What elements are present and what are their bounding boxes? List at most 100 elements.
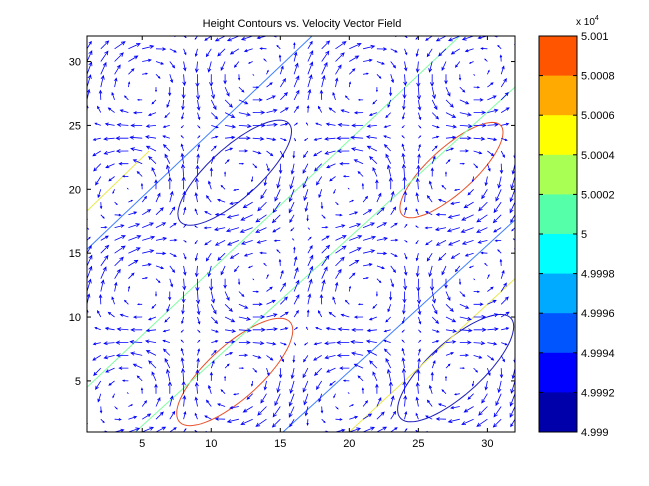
velocity-arrow: [209, 371, 213, 381]
velocity-arrow: [246, 189, 253, 196]
velocity-arrow: [290, 163, 295, 175]
velocity-arrow: [321, 61, 328, 75]
velocity-arrow: [366, 145, 378, 152]
velocity-arrow: [431, 112, 440, 120]
velocity-arrow: [195, 74, 200, 88]
velocity-arrow: [194, 381, 199, 394]
velocity-arrow: [340, 313, 350, 318]
x-tick-label: 20: [343, 438, 355, 450]
velocity-arrow: [342, 175, 350, 178]
velocity-arrow: [233, 188, 239, 191]
velocity-arrow: [376, 47, 388, 51]
velocity-arrow: [121, 379, 129, 382]
velocity-arrow: [487, 299, 497, 305]
velocity-arrow: [353, 111, 364, 115]
velocity-arrow: [162, 339, 170, 343]
velocity-arrow: [266, 367, 270, 377]
velocity-arrow: [266, 355, 274, 361]
velocity-arrow: [476, 214, 488, 223]
velocity-arrow: [463, 201, 474, 209]
velocity-arrow: [357, 303, 364, 306]
velocity-arrow: [280, 107, 289, 113]
velocity-arrow: [181, 87, 186, 100]
velocity-arrow: [307, 244, 313, 254]
velocity-arrow: [162, 135, 170, 139]
velocity-arrow: [304, 137, 309, 141]
velocity-arrow: [225, 340, 236, 344]
velocity-arrow: [114, 245, 126, 254]
velocity-arrow: [335, 235, 347, 241]
velocity-arrow: [404, 411, 408, 420]
velocity-arrow: [145, 328, 157, 333]
velocity-arrow: [181, 112, 184, 120]
velocity-arrow: [376, 192, 382, 203]
velocity-arrow: [313, 137, 322, 141]
velocity-arrow: [181, 176, 186, 190]
velocity-arrow: [339, 366, 350, 370]
velocity-arrow: [211, 145, 217, 152]
velocity-arrow: [401, 347, 405, 356]
velocity-arrow: [93, 163, 102, 172]
velocity-arrow: [459, 353, 470, 357]
velocity-arrow: [224, 86, 230, 97]
velocity-arrow: [114, 77, 118, 88]
velocity-arrow: [487, 367, 491, 377]
velocity-arrow: [467, 189, 474, 196]
velocity-arrow: [403, 61, 408, 72]
velocity-arrow: [362, 400, 369, 407]
velocity-arrow: [307, 236, 312, 241]
velocity-arrow: [328, 107, 336, 113]
velocity-arrow: [500, 150, 505, 159]
colorbar: [538, 35, 578, 433]
velocity-arrow: [509, 189, 515, 203]
velocity-arrow: [100, 266, 107, 279]
velocity-arrow: [169, 238, 178, 242]
velocity-arrow: [98, 89, 103, 100]
velocity-arrow: [476, 227, 488, 233]
velocity-arrow: [100, 279, 105, 292]
velocity-arrow: [145, 124, 157, 128]
velocity-arrow: [369, 155, 378, 164]
velocity-arrow: [240, 214, 253, 221]
velocity-arrow: [372, 371, 378, 382]
colorbar-tick-label: 4.999: [581, 427, 609, 439]
velocity-arrow: [112, 393, 115, 399]
velocity-arrow: [263, 380, 268, 391]
velocity-arrow: [147, 316, 157, 321]
colorbar-tick-label: 5.0004: [581, 150, 615, 162]
velocity-arrow: [104, 326, 115, 331]
velocity-arrow: [247, 265, 253, 269]
velocity-arrow: [252, 278, 255, 281]
velocity-arrow: [417, 357, 421, 369]
velocity-arrow: [142, 263, 152, 267]
velocity-arrow: [155, 207, 164, 216]
velocity-arrow: [306, 214, 309, 222]
velocity-arrow: [459, 340, 472, 345]
velocity-arrow: [238, 316, 252, 321]
velocity-arrow: [238, 99, 249, 105]
velocity-arrow: [471, 380, 475, 387]
velocity-arrow: [497, 380, 502, 394]
velocity-arrow: [321, 235, 330, 241]
velocity-arrow: [87, 355, 88, 357]
velocity-arrow: [162, 144, 171, 152]
velocity-arrow: [279, 431, 281, 432]
velocity-arrow: [362, 222, 376, 228]
colorbar-segment: [539, 273, 577, 314]
velocity-arrow: [252, 163, 258, 169]
velocity-arrow: [162, 125, 170, 128]
velocity-arrow: [123, 299, 129, 305]
velocity-arrow: [372, 304, 378, 309]
velocity-arrow: [307, 227, 311, 230]
velocity-arrow: [484, 58, 488, 62]
velocity-arrow: [329, 380, 336, 386]
velocity-arrow: [335, 213, 343, 217]
velocity-arrow: [415, 225, 419, 228]
velocity-arrow: [430, 371, 434, 381]
velocity-arrow: [454, 61, 461, 68]
velocity-arrow: [390, 74, 395, 84]
velocity-arrow: [205, 399, 212, 407]
y-tick-label: 10: [69, 312, 81, 324]
velocity-arrow: [315, 122, 322, 126]
velocity-arrow: [486, 431, 488, 432]
